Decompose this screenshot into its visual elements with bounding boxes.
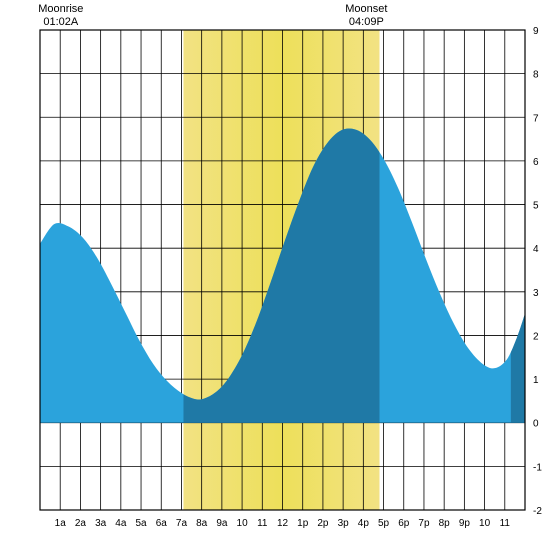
x-tick-label: 10 <box>237 518 249 529</box>
x-tick-label: 7p <box>418 518 430 529</box>
y-tick-label: 1 <box>533 375 539 386</box>
moonset-label: Moonset <box>345 3 387 15</box>
moonrise-value: 01:02A <box>43 16 79 28</box>
x-tick-label: 4a <box>115 518 127 529</box>
x-tick-label: 11 <box>500 518 511 529</box>
y-tick-label: -2 <box>533 506 542 517</box>
x-tick-label: 9p <box>459 518 471 529</box>
x-tick-label: 4p <box>358 518 370 529</box>
x-tick-label: 8p <box>439 518 451 529</box>
y-tick-label: 6 <box>533 157 539 168</box>
y-tick-label: 0 <box>533 419 539 430</box>
x-tick-label: 5a <box>135 518 147 529</box>
y-tick-label: 2 <box>533 331 539 342</box>
x-tick-label: 12 <box>277 518 289 529</box>
x-tick-label: 8a <box>196 518 208 529</box>
x-tick-label: 2p <box>317 518 329 529</box>
chart-svg: -2-101234567891a2a3a4a5a6a7a8a9a1011121p… <box>0 0 550 550</box>
y-tick-label: 7 <box>533 113 539 124</box>
y-tick-label: 4 <box>533 244 539 255</box>
moonrise-label: Moonrise <box>38 3 83 15</box>
x-tick-label: 2a <box>75 518 87 529</box>
x-tick-label: 7a <box>176 518 188 529</box>
x-tick-label: 5p <box>378 518 390 529</box>
y-tick-label: 8 <box>533 70 539 81</box>
x-tick-label: 10 <box>479 518 491 529</box>
x-tick-label: 1p <box>297 518 309 529</box>
x-tick-label: 3p <box>338 518 350 529</box>
y-tick-label: 9 <box>533 26 539 37</box>
x-tick-label: 6p <box>398 518 410 529</box>
moonset-value: 04:09P <box>349 16 384 28</box>
x-tick-label: 6a <box>156 518 168 529</box>
x-tick-label: 3a <box>95 518 107 529</box>
y-tick-label: 3 <box>533 288 539 299</box>
y-tick-label: 5 <box>533 201 539 212</box>
x-tick-label: 11 <box>257 518 268 529</box>
tide-chart: -2-101234567891a2a3a4a5a6a7a8a9a1011121p… <box>0 0 550 550</box>
x-tick-label: 1a <box>55 518 67 529</box>
x-tick-label: 9a <box>216 518 228 529</box>
y-tick-label: -1 <box>533 462 542 473</box>
